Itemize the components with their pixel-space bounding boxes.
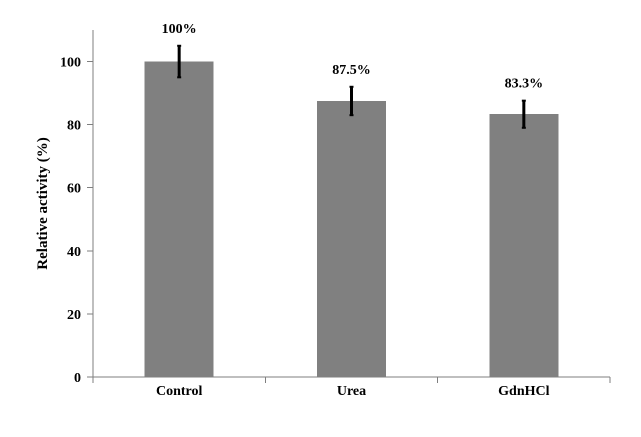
y-tick-label-20: 20 xyxy=(67,308,81,323)
y-tick-label-100: 100 xyxy=(60,56,81,71)
bar-control xyxy=(144,61,214,377)
y-axis-title: Relative activity (%) xyxy=(35,137,51,269)
data-label-urea: 87.5% xyxy=(332,63,371,78)
x-tick-label-control: Control xyxy=(156,384,203,399)
error-bars-layer xyxy=(177,44,526,129)
y-tick-label-0: 0 xyxy=(74,371,81,386)
bars-layer xyxy=(144,61,559,378)
y-tick-label-80: 80 xyxy=(67,119,81,134)
bar-gdnhcl xyxy=(489,114,559,377)
x-tick-label-urea: Urea xyxy=(337,384,366,399)
x-tick-label-gdnhcl: GdnHCl xyxy=(498,384,549,399)
y-tick-label-60: 60 xyxy=(67,182,81,197)
axes-layer xyxy=(87,30,611,383)
bar-urea xyxy=(317,100,386,378)
y-tick-label-40: 40 xyxy=(67,245,81,260)
labels-layer: 0 20 40 60 80 100 Control Urea GdnHCl 100% 87.5% 83… xyxy=(60,22,550,399)
data-label-control: 100% xyxy=(162,22,197,37)
data-label-gdnhcl: 83.3% xyxy=(505,77,544,92)
